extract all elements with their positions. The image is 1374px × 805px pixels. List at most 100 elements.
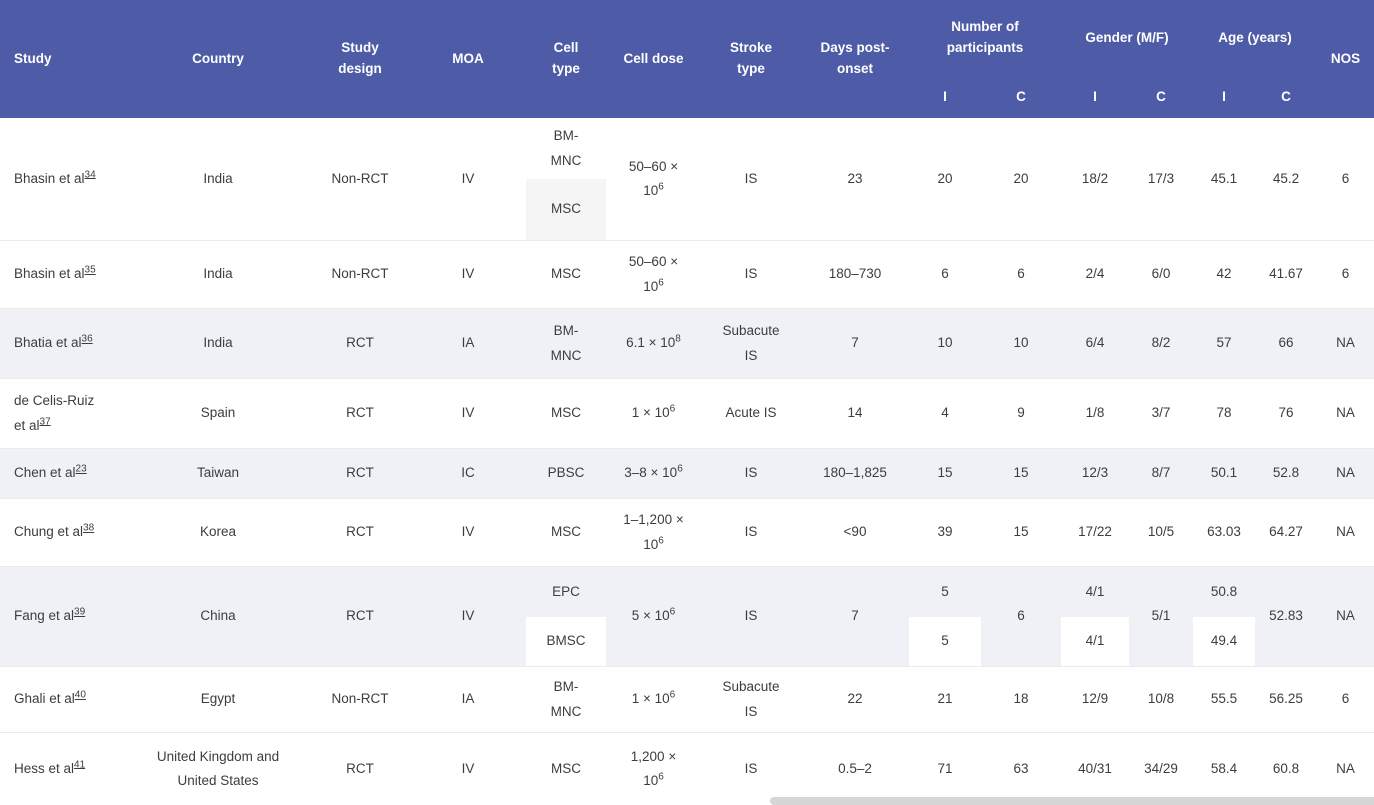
reference-link[interactable]: 37 — [39, 416, 51, 427]
reference-link[interactable]: 41 — [74, 759, 86, 771]
cell-gender-c: 10/8 — [1147, 691, 1175, 707]
cell-moa: IV — [461, 524, 475, 540]
cell-cell-type: BM-MNC MSC — [526, 118, 606, 240]
reference-link[interactable]: 40 — [74, 689, 86, 701]
cell-age-i: 45.1 — [1210, 170, 1238, 186]
cell-country: Spain — [200, 405, 236, 421]
cell-participants-i: 4 — [941, 405, 949, 421]
cell-stroke-type: IS — [744, 760, 758, 776]
cell-cell-type: MSC — [551, 524, 581, 540]
cell-cell-type: BM-MNC — [550, 323, 582, 363]
header-sub-i-age: I — [1222, 88, 1226, 104]
dose-exponent: 6 — [658, 535, 664, 546]
header-cell-dose: Cell dose — [623, 50, 684, 66]
cell-gender-i: 17/22 — [1078, 524, 1112, 540]
cell-cell-type: MSC — [551, 405, 581, 421]
cell-age-i: 63.03 — [1207, 524, 1241, 540]
cell-cell-type-sub: MSC — [526, 179, 606, 240]
cell-gender-c: 3/7 — [1151, 405, 1171, 421]
cell-nos: NA — [1336, 405, 1355, 421]
cell-gender-c: 6/0 — [1151, 266, 1171, 282]
cell-cell-dose: 1,200 × 106 — [630, 748, 677, 788]
cell-study: de Celis-Ruiz et al37 — [14, 393, 95, 433]
cell-country: Taiwan — [196, 465, 240, 481]
cell-days-post-onset: 7 — [851, 335, 859, 351]
cell-age-c: 76 — [1278, 405, 1294, 421]
cell-cell-type: EPC BMSC — [526, 567, 606, 666]
reference-link[interactable]: 38 — [83, 522, 95, 534]
cell-age-i: 78 — [1216, 405, 1232, 421]
header-sub-c-gender: C — [1156, 88, 1166, 104]
cell-nos: NA — [1336, 608, 1355, 624]
cell-gender-i: 4/1 4/1 — [1061, 567, 1129, 666]
cell-nos: NA — [1336, 335, 1355, 351]
dose-exponent: 6 — [669, 689, 676, 701]
cell-cell-type: MSC — [551, 266, 581, 282]
cell-cell-dose: 1 × 106 — [631, 689, 676, 707]
cell-age-i-sub: 50.8 — [1210, 583, 1238, 599]
cell-cell-dose: 1–1,200 × 106 — [623, 512, 684, 552]
cell-moa: IV — [461, 760, 475, 776]
cell-age-i-sub: 49.4 — [1193, 616, 1255, 666]
cell-gender-i-sub: 4/1 — [1061, 616, 1129, 666]
cell-participants-c: 9 — [1017, 405, 1025, 421]
reference-link[interactable]: 36 — [81, 333, 93, 345]
cell-participants-c: 63 — [1013, 760, 1029, 776]
cell-days-post-onset: 7 — [851, 608, 859, 624]
reference-link[interactable]: 39 — [74, 606, 86, 618]
cell-participants-i: 71 — [937, 760, 953, 776]
cell-age-c: 52.8 — [1272, 465, 1300, 481]
cell-gender-i: 40/31 — [1078, 760, 1112, 776]
table-row: Chung et al38 Korea RCT IV MSC 1–1,200 × 106 I… — [0, 498, 1374, 566]
cell-stroke-type: Subacute IS — [722, 323, 780, 363]
cell-gender-i-sub: 4/1 — [1085, 583, 1105, 599]
header-sub-c-participants: C — [1016, 88, 1026, 104]
reference-link[interactable]: 23 — [75, 463, 87, 475]
horizontal-scrollbar-track[interactable] — [0, 796, 1374, 805]
cell-study: Bhatia et al36 — [14, 333, 93, 351]
cell-stroke-type: Subacute IS — [722, 679, 780, 719]
cell-cell-type-sub: BM-MNC — [550, 128, 582, 168]
cell-moa: IA — [461, 691, 475, 707]
cell-days-post-onset: 180–730 — [828, 266, 882, 282]
cell-cell-type: BM-MNC — [550, 679, 582, 719]
table-header: Study Country Study design MOA Cell type… — [0, 0, 1374, 118]
cell-age-i: 57 — [1216, 335, 1232, 351]
cell-study: Bhasin et al35 — [14, 264, 96, 282]
cell-country: India — [203, 170, 233, 186]
cell-country: United Kingdom and United States — [156, 748, 280, 788]
cell-cell-dose: 1 × 106 — [631, 403, 676, 421]
cell-days-post-onset: 23 — [847, 170, 863, 186]
dose-exponent: 6 — [658, 771, 664, 783]
cell-cell-dose: 6.1 × 108 — [626, 333, 681, 351]
table-row: Chen et al23 Taiwan RCT IC PBSC 3–8 × 106 IS 18… — [0, 448, 1374, 498]
header-sub-i-gender: I — [1093, 88, 1097, 104]
cell-study-design: RCT — [346, 608, 374, 624]
cell-gender-i: 12/3 — [1081, 465, 1109, 481]
cell-cell-dose: 50–60 × 106 — [628, 254, 679, 294]
cell-participants-i: 15 — [937, 465, 953, 481]
cell-cell-type: PBSC — [547, 465, 585, 481]
cell-nos: NA — [1336, 760, 1355, 776]
cell-country: India — [203, 266, 233, 282]
cell-country: China — [200, 608, 236, 624]
cell-participants-i-sub: 5 — [941, 583, 949, 599]
cell-gender-i: 12/9 — [1081, 691, 1109, 707]
cell-participants-i: 20 — [937, 170, 953, 186]
header-sub-i-participants: I — [943, 88, 947, 104]
cell-cell-dose: 5 × 106 — [631, 606, 676, 624]
cell-moa: IV — [461, 405, 475, 421]
reference-link[interactable]: 34 — [84, 169, 96, 181]
cell-nos: NA — [1336, 465, 1355, 481]
cell-study: Chen et al23 — [14, 463, 87, 481]
horizontal-scrollbar-thumb[interactable] — [770, 797, 1374, 805]
reference-link[interactable]: 35 — [84, 264, 96, 276]
cell-age-i: 55.5 — [1210, 691, 1238, 707]
cell-gender-c: 5/1 — [1151, 608, 1171, 624]
dose-exponent: 6 — [658, 277, 664, 288]
cell-moa: IV — [461, 608, 475, 624]
cell-study-design: RCT — [346, 405, 374, 421]
cell-age-c: 45.2 — [1272, 170, 1300, 186]
table-row: Bhasin et al35 India Non-RCT IV MSC 50–60 × 1… — [0, 240, 1374, 308]
